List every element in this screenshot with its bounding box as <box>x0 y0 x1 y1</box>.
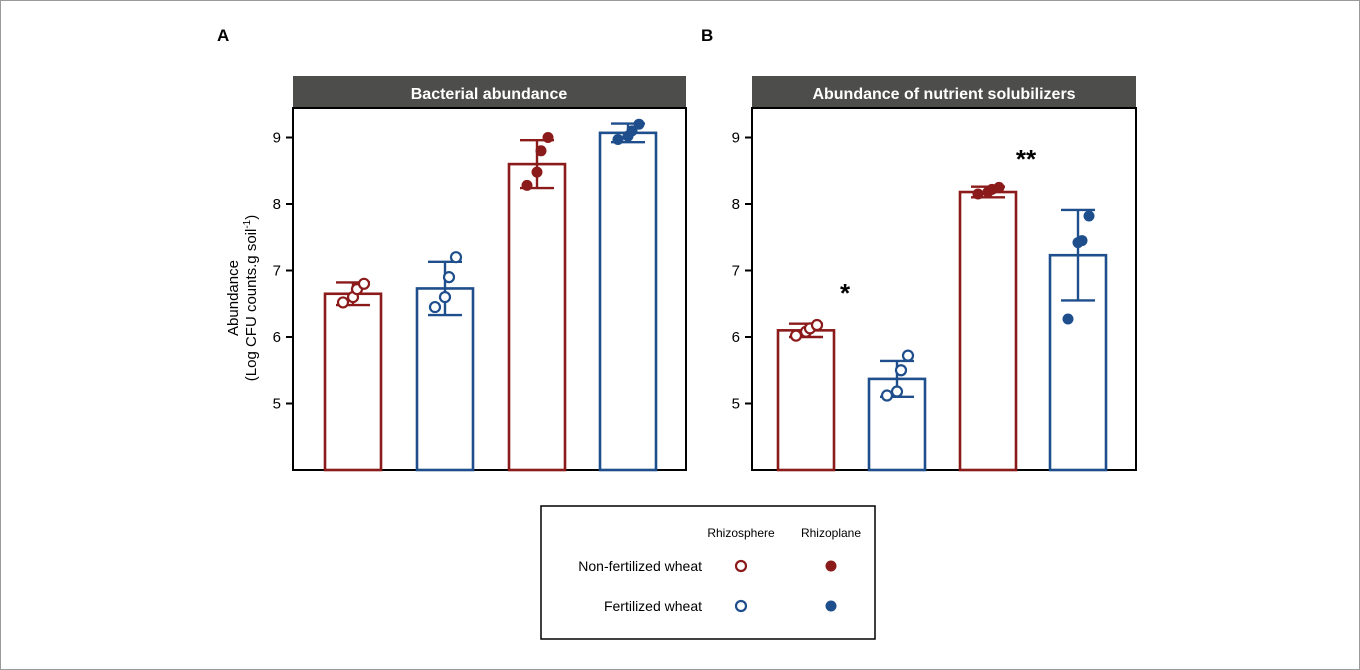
legend-col-rhizoplane: Rhizoplane <box>801 526 861 540</box>
panel-a: Bacterial abundance 5 6 7 8 9 <box>273 76 687 472</box>
legend-row-fertilized: Fertilized wheat <box>604 598 702 614</box>
panel-a-header <box>293 76 686 108</box>
panel-a-point-3-1 <box>521 179 533 191</box>
panel-a-y-tick-label-9: 9 <box>273 130 281 147</box>
y-axis-label-line2-prefix: (Log CFU counts.g soil <box>243 229 260 382</box>
panel-letter-a: A <box>217 26 229 45</box>
panel-a-plot-border <box>292 107 687 471</box>
panel-a-y-tick-label-8: 8 <box>273 196 281 213</box>
panel-a-bar-3 <box>507 162 567 472</box>
y-axis-label-line2: (Log CFU counts.g soil-1) <box>242 215 260 381</box>
panel-b: Abundance of nutrient solubilizers 5 6 7 8 9… <box>732 76 1137 472</box>
panel-b-point-1-4 <box>810 318 824 332</box>
panel-b-bar-1 <box>776 329 836 472</box>
panel-a-y-tick-label-7: 7 <box>273 263 281 280</box>
legend-marker-fertilized-rhizosphere <box>734 599 748 613</box>
panel-b-point-4-1 <box>1062 313 1074 325</box>
legend: Rhizosphere Rhizoplane Non-fertilized wh… <box>540 505 876 640</box>
panel-b-point-4-3 <box>1076 235 1088 247</box>
legend-col-rhizosphere: Rhizosphere <box>707 526 775 540</box>
legend-box <box>540 505 876 640</box>
y-axis-label-line1: Abundance <box>225 260 242 336</box>
panel-b-point-2-4 <box>901 349 915 362</box>
panel-b-point-3-4 <box>993 181 1005 193</box>
panel-letter-b: B <box>701 26 713 45</box>
panel-a-y-tick-label-6: 6 <box>273 329 281 346</box>
panel-b-significance-4: ** <box>1016 144 1037 174</box>
panel-a-point-3-4 <box>542 132 554 143</box>
legend-marker-non-fertilized-rhizoplane <box>825 560 837 572</box>
panel-b-y-tick-label-7: 7 <box>732 263 740 280</box>
panel-a-point-4-4 <box>633 118 645 130</box>
panel-b-point-3-1 <box>972 188 984 200</box>
panel-b-point-1-1 <box>789 329 803 342</box>
y-axis-label-line2-sup: -1 <box>242 219 253 228</box>
panel-b-title: Abundance of nutrient solubilizers <box>812 86 1075 103</box>
legend-row-non-fertilized: Non-fertilized wheat <box>578 558 702 574</box>
panel-b-point-2-3 <box>894 364 908 377</box>
panel-b-significance-2: * <box>840 278 851 308</box>
panel-a-point-4-3 <box>626 125 638 137</box>
panel-a-point-1-4 <box>357 277 371 290</box>
panel-a-title: Bacterial abundance <box>411 86 568 103</box>
panel-a-bar-2 <box>415 287 475 472</box>
panel-a-point-2-1 <box>428 300 442 314</box>
panel-b-point-2-2 <box>890 385 904 398</box>
panel-b-y-tick-label-6: 6 <box>732 329 740 346</box>
panel-a-point-2-2 <box>438 291 452 304</box>
panel-a-y-tick-label-5: 5 <box>273 396 281 413</box>
panel-a-point-2-3 <box>442 271 456 284</box>
panel-b-header <box>752 76 1136 108</box>
panel-b-point-4-4 <box>1083 210 1095 222</box>
legend-marker-non-fertilized-rhizosphere <box>734 559 748 573</box>
panel-a-bar-4 <box>598 131 658 472</box>
panel-a-point-3-2 <box>531 166 543 178</box>
panel-b-y-tick-label-5: 5 <box>732 396 740 413</box>
panel-b-bar-3 <box>958 190 1018 472</box>
y-axis-label: Abundance (Log CFU counts.g soil-1) <box>225 215 260 381</box>
y-axis-label-line2-suffix: ) <box>243 215 260 220</box>
panel-b-plot-border <box>751 107 1137 471</box>
panel-b-y-tick-label-8: 8 <box>732 196 740 213</box>
panel-a-point-4-1 <box>612 133 624 145</box>
panel-b-y-tick-label-9: 9 <box>732 130 740 147</box>
panel-a-point-3-3 <box>535 145 547 157</box>
legend-marker-fertilized-rhizoplane <box>825 600 837 612</box>
panel-a-point-2-4 <box>449 251 463 264</box>
panel-a-marks: 5 6 7 8 9 <box>273 118 658 472</box>
panel-b-point-2-1 <box>880 389 894 402</box>
panel-a-bar-1 <box>323 292 383 472</box>
panel-a-point-1-1 <box>336 296 350 309</box>
